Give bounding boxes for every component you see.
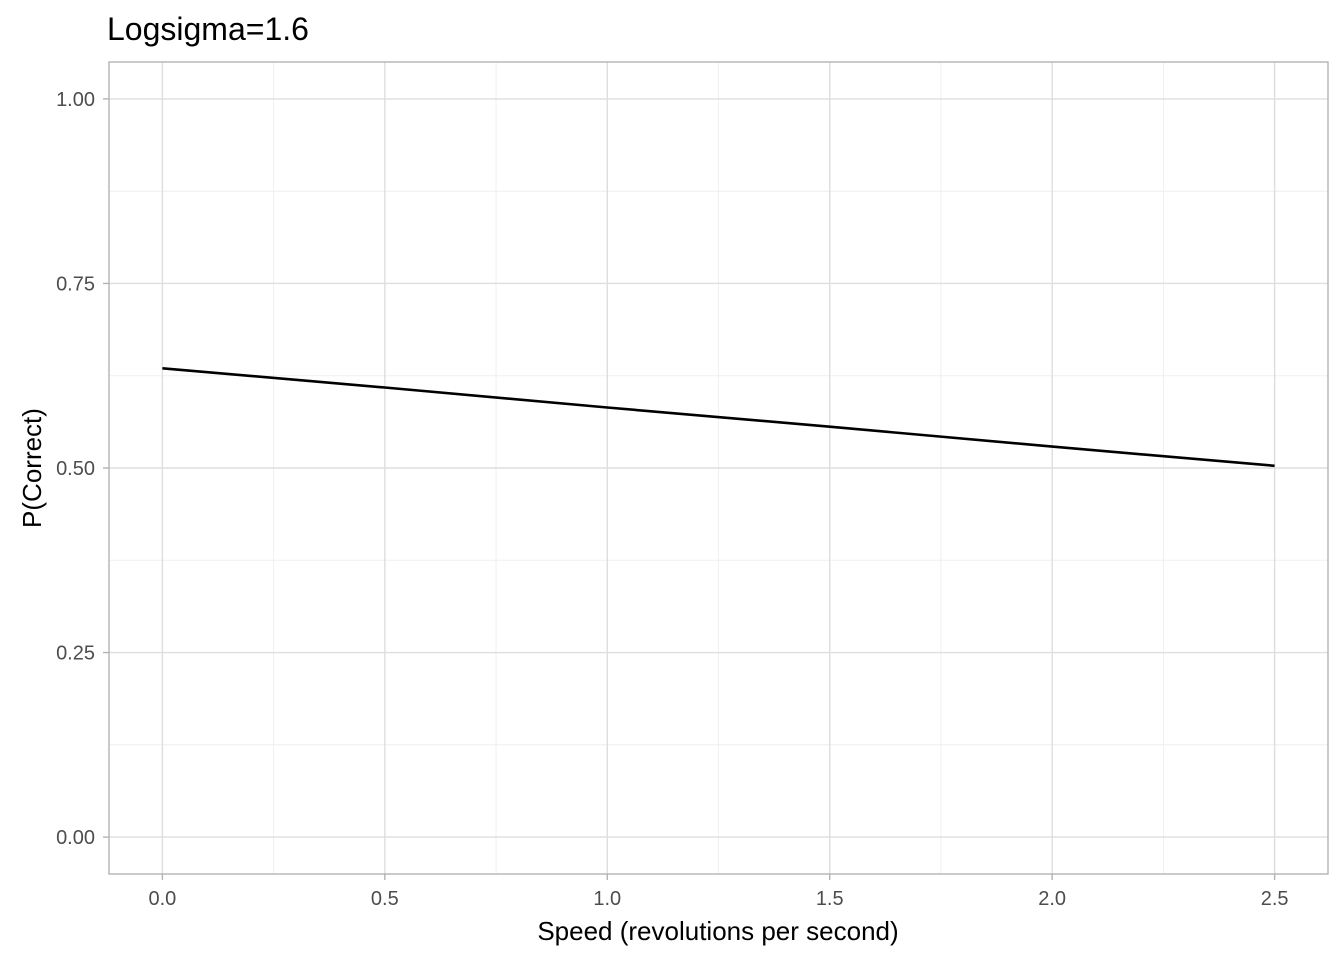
y-axis-title: P(Correct) <box>17 408 47 528</box>
x-axis: 0.0 0.5 1.0 1.5 2.0 2.5 <box>148 874 1289 910</box>
x-tick-label: 0.5 <box>371 888 399 910</box>
y-axis: 0.00 0.25 0.50 0.75 1.00 <box>56 89 109 849</box>
y-tick-label: 0.75 <box>56 273 95 295</box>
y-tick-label: 0.25 <box>56 643 95 665</box>
x-tick-label: 1.5 <box>816 888 844 910</box>
x-tick-label: 1.0 <box>593 888 621 910</box>
x-axis-title: Speed (revolutions per second) <box>537 916 898 946</box>
x-tick-label: 0.0 <box>148 888 176 910</box>
series-line <box>162 367 1275 468</box>
plot-panel <box>108 61 1329 875</box>
x-tick-label: 2.5 <box>1261 888 1289 910</box>
y-tick-label: 0.00 <box>56 827 95 849</box>
x-tick-label: 2.0 <box>1038 888 1066 910</box>
y-tick-label: 0.50 <box>56 458 95 480</box>
y-tick-label: 1.00 <box>56 89 95 111</box>
major-gridlines <box>109 62 1328 874</box>
series-layer <box>162 367 1275 468</box>
chart-title: Logsigma=1.6 <box>107 11 309 47</box>
